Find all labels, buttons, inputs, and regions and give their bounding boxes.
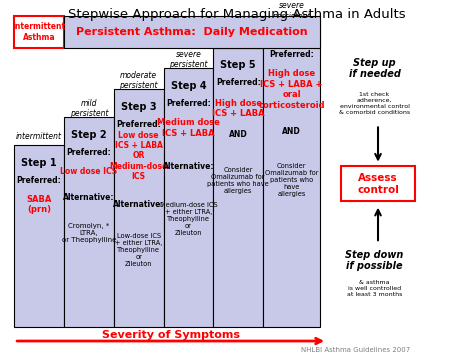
- Text: Preferred:: Preferred:: [17, 176, 62, 185]
- Text: Cromolyn, *
LTRA,
or Theophylline: Cromolyn, * LTRA, or Theophylline: [62, 223, 116, 243]
- Text: Alternative:: Alternative:: [63, 193, 115, 202]
- Text: Step 1: Step 1: [21, 158, 57, 168]
- Text: Preferred:: Preferred:: [166, 99, 211, 108]
- Text: Alternative:: Alternative:: [163, 162, 214, 171]
- Text: Step up
if needed: Step up if needed: [348, 58, 401, 79]
- Text: Severity of Symptoms: Severity of Symptoms: [101, 330, 240, 340]
- Text: Low-dose ICS
+ either LTRA,
Theophylline
or
Zileuton: Low-dose ICS + either LTRA, Theophylline…: [115, 233, 162, 267]
- Text: High dose
ICS + LABA: High dose ICS + LABA: [212, 99, 264, 118]
- Text: Preferred:: Preferred:: [269, 50, 314, 59]
- Text: intermittent: intermittent: [16, 132, 62, 141]
- Bar: [14, 16, 64, 48]
- Text: Preferred:: Preferred:: [66, 148, 111, 157]
- Text: Preferred:: Preferred:: [216, 78, 261, 87]
- Text: severe
persistent: severe persistent: [219, 29, 257, 49]
- Text: SABA
(prn): SABA (prn): [27, 195, 52, 214]
- Text: Medium dose
ICS + LABA: Medium dose ICS + LABA: [157, 118, 220, 138]
- Text: Alternative:: Alternative:: [113, 200, 164, 209]
- Text: Step 6: Step 6: [273, 32, 310, 42]
- Bar: [213, 48, 263, 327]
- Text: severe
persistent: severe persistent: [169, 50, 208, 70]
- Bar: [14, 145, 64, 327]
- Text: AND: AND: [282, 127, 301, 136]
- Text: severe
persistent: severe persistent: [272, 1, 311, 21]
- Text: NHLBI Asthma Guidelines 2007: NHLBI Asthma Guidelines 2007: [301, 347, 410, 353]
- Text: moderate
persistent: moderate persistent: [119, 71, 158, 91]
- Text: Step 2: Step 2: [71, 130, 107, 140]
- Text: Consider
Omalizumab for
patients who
have
allergies: Consider Omalizumab for patients who hav…: [265, 163, 318, 197]
- Text: 1st check
adherence,
environmental control
& comorbid conditions: 1st check adherence, environmental contr…: [339, 92, 410, 115]
- Text: Low dose
ICS + LABA
OR
Medium-dose
ICS: Low dose ICS + LABA OR Medium-dose ICS: [109, 131, 168, 181]
- Text: Step 3: Step 3: [121, 102, 156, 112]
- Text: Medium-dose ICS
+ either LTRA,
Theophylline
or
Zileuton: Medium-dose ICS + either LTRA, Theophyll…: [160, 202, 217, 236]
- Text: AND: AND: [229, 130, 247, 140]
- Text: Low dose ICS: Low dose ICS: [60, 167, 118, 176]
- Text: Preferred:: Preferred:: [116, 120, 161, 129]
- Text: High dose
ICS + LABA +
oral
corticosteroid: High dose ICS + LABA + oral corticostero…: [258, 69, 325, 110]
- Bar: [64, 16, 320, 48]
- Bar: [341, 166, 415, 201]
- Text: & asthma
is well controlled
at least 3 months: & asthma is well controlled at least 3 m…: [347, 280, 402, 297]
- Bar: [64, 118, 114, 327]
- Text: Step down
if possible: Step down if possible: [345, 250, 404, 272]
- Text: Step 4: Step 4: [171, 81, 206, 91]
- Bar: [263, 20, 320, 327]
- Text: Persistent Asthma:  Daily Medication: Persistent Asthma: Daily Medication: [76, 27, 308, 37]
- Text: mild
persistent: mild persistent: [70, 99, 108, 118]
- Text: Step 5: Step 5: [220, 60, 256, 70]
- Text: Consider
Omalizumab for
patients who have
allergies: Consider Omalizumab for patients who hav…: [207, 167, 269, 194]
- Text: Intermittent
Asthma: Intermittent Asthma: [12, 22, 66, 42]
- Text: Stepwise Approach for Managing Asthma in Adults: Stepwise Approach for Managing Asthma in…: [68, 8, 406, 21]
- Bar: [164, 69, 213, 327]
- Text: Assess
control: Assess control: [357, 173, 399, 195]
- Bar: [114, 89, 164, 327]
